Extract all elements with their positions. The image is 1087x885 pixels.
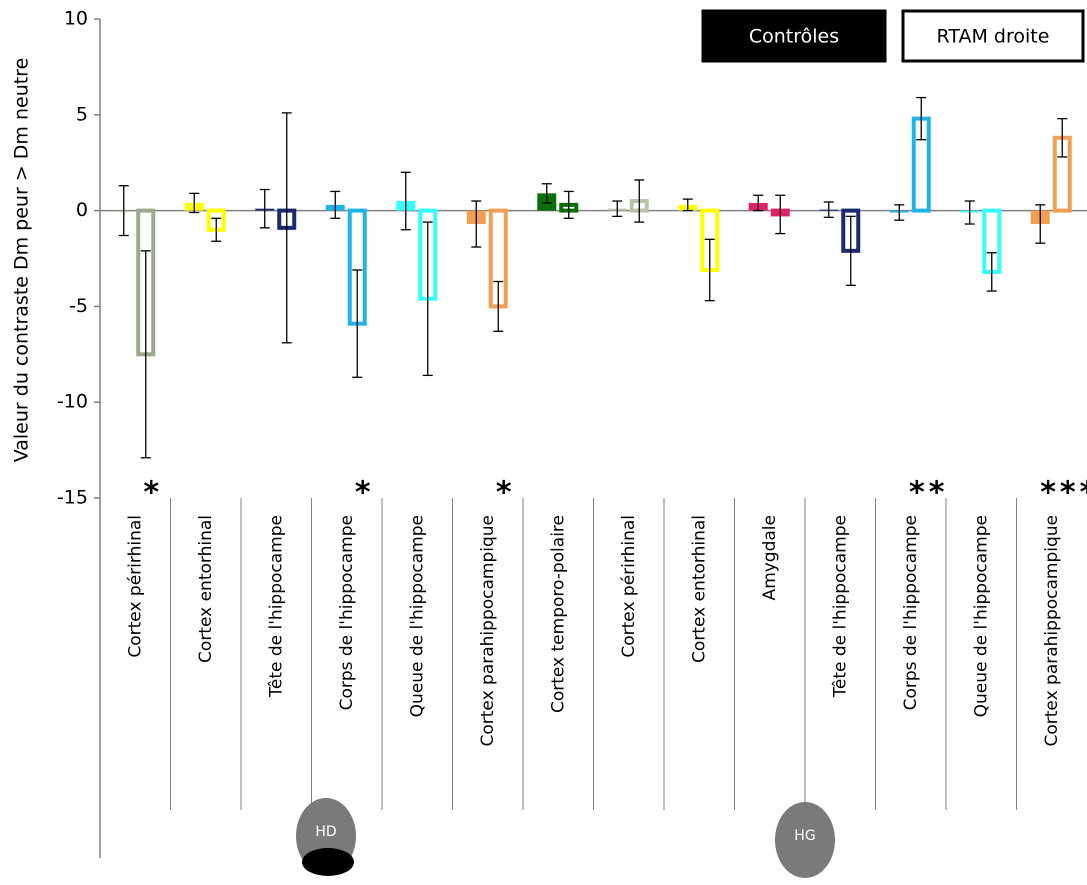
x-tick-label: Amygdale (760, 515, 780, 600)
error-bar (682, 198, 693, 212)
error-bar (352, 269, 363, 378)
x-tick-label: Queue de l'hippocampe (971, 515, 991, 717)
legend-label: RTAM droite (937, 26, 1050, 48)
x-tick-label: Cortex temporo-polaire (548, 515, 568, 713)
error-bar (894, 204, 905, 221)
error-bar (964, 200, 975, 225)
lesion (302, 848, 354, 876)
error-bar (634, 179, 645, 223)
error-bar (493, 280, 504, 332)
error-bar (140, 250, 151, 459)
error-bar (1057, 117, 1068, 158)
y-tick-label: 5 (76, 103, 88, 125)
x-tick-label: Corps de l'hippocampe (337, 515, 357, 710)
x-tick-label: Cortex périrhinal (125, 515, 145, 658)
error-bar (845, 215, 856, 286)
error-bar (563, 190, 574, 219)
error-bar (281, 112, 292, 344)
error-bar (1035, 204, 1046, 244)
error-bar (541, 183, 552, 204)
x-tick-label: Tête de l'hippocampe (830, 515, 850, 698)
x-tick-label: Cortex entorhinal (196, 515, 216, 663)
error-bar (775, 194, 786, 235)
error-bar (823, 201, 834, 218)
error-bar (704, 238, 715, 302)
legend-swatch (901, 9, 1085, 63)
error-bar (118, 185, 129, 237)
y-tick-label: 10 (64, 8, 88, 30)
y-tick-label: -5 (69, 295, 88, 317)
hemisphere-label: HD (315, 824, 336, 840)
error-bar (400, 171, 411, 231)
y-axis-label: Valeur du contraste Dm peur > Dm neutre (11, 58, 33, 463)
x-tick-label: Cortex périrhinal (619, 515, 639, 658)
error-bar (471, 200, 482, 248)
y-tick-label: -15 (57, 487, 88, 509)
x-tick-label: Cortex parahippocampique (478, 515, 498, 747)
error-bar (986, 252, 997, 292)
legend-swatch (701, 9, 887, 63)
x-tick-label: Cortex entorhinal (689, 515, 709, 663)
significance: *** (1040, 476, 1087, 511)
error-bar (916, 96, 927, 141)
brain-icon (775, 802, 835, 878)
x-tick-label: Cortex parahippocampique (1042, 515, 1062, 747)
significance: * (496, 476, 516, 511)
error-bar (189, 192, 200, 214)
x-tick-label: Tête de l'hippocampe (266, 515, 286, 698)
error-bar (259, 188, 270, 229)
significance: ** (909, 476, 948, 511)
error-bar (330, 190, 341, 219)
error-bar (422, 221, 433, 377)
legend-label: Contrôles (749, 26, 839, 48)
significance: * (143, 476, 163, 511)
y-tick-label: -10 (57, 391, 88, 413)
x-tick-label: Corps de l'hippocampe (901, 515, 921, 710)
significance: * (355, 476, 375, 511)
hemisphere-label: HG (794, 828, 815, 844)
error-bar (211, 217, 222, 242)
error-bar (753, 194, 764, 212)
y-tick-label: 0 (76, 199, 88, 221)
error-bar (612, 200, 623, 217)
x-tick-label: Queue de l'hippocampe (407, 515, 427, 717)
